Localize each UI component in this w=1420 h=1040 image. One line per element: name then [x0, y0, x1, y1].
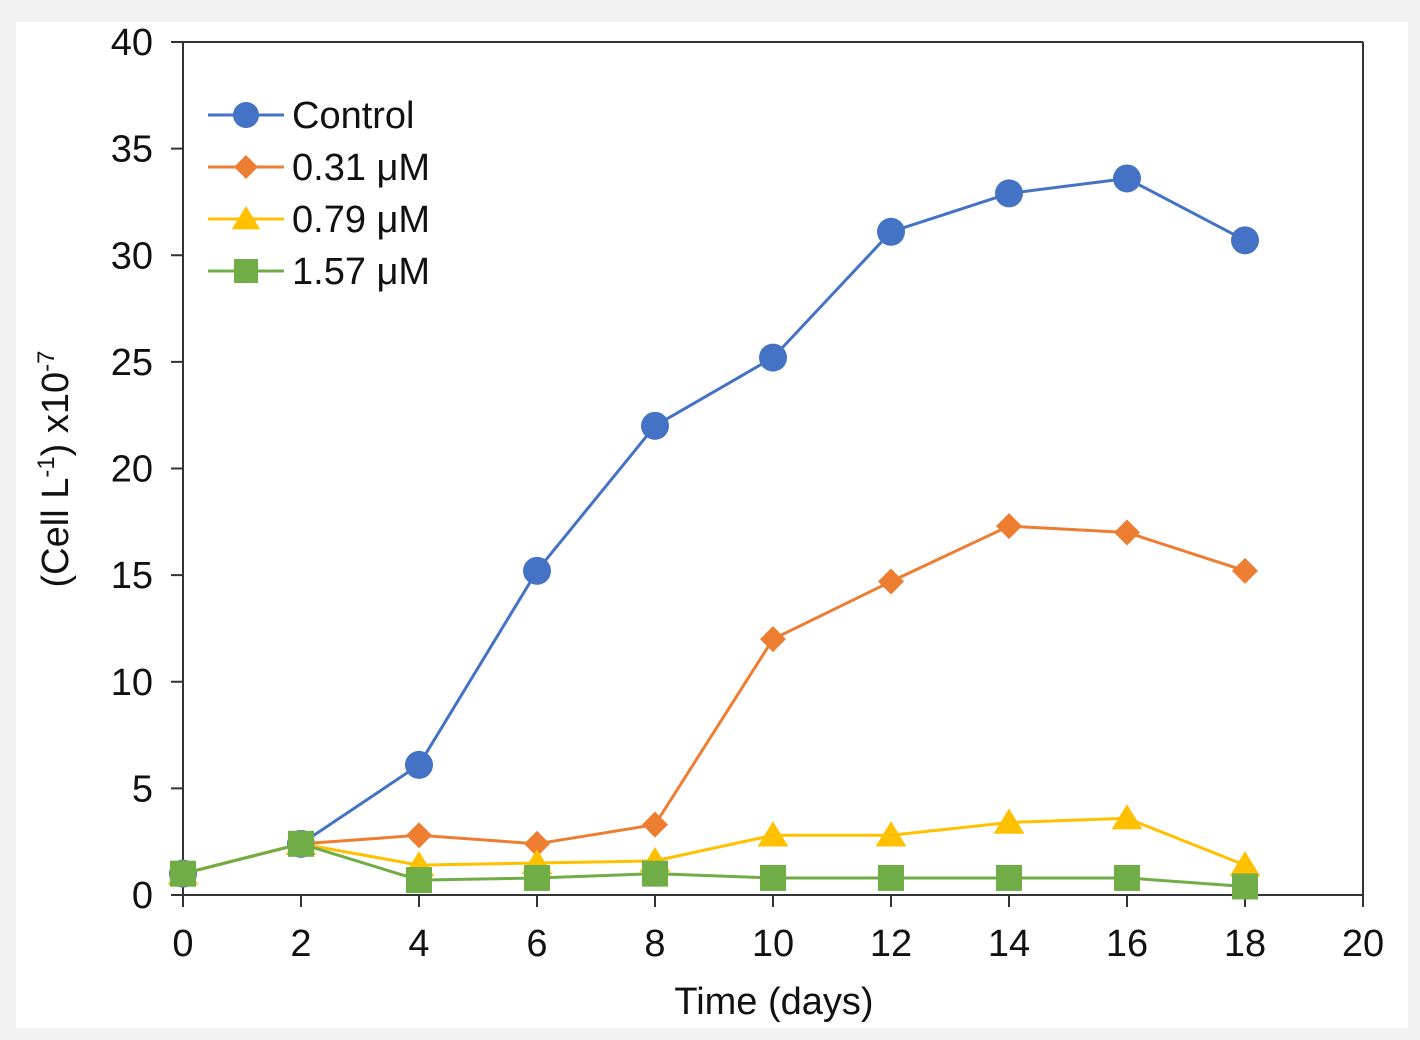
y-tick-label: 25: [111, 342, 153, 384]
x-tick-label: 0: [172, 923, 193, 965]
series-1-point: [1113, 164, 1141, 193]
y-tick-label: 15: [111, 555, 153, 597]
y-tick-label: 5: [132, 768, 153, 810]
legend-item-4-label: 1.57 μM: [292, 251, 430, 293]
series-4-point: [878, 864, 904, 891]
plot-background: [183, 42, 1363, 895]
series-1-point: [877, 217, 905, 246]
series-4-group: [170, 830, 1258, 900]
x-tick-label: 12: [870, 923, 912, 965]
y-tick-label: 0: [132, 875, 153, 917]
legend-item-1: Control: [208, 95, 415, 137]
series-4-point: [760, 864, 786, 891]
legend-item-4-marker: [234, 259, 258, 283]
series-2-point: [760, 626, 786, 653]
series-2-point: [406, 822, 432, 849]
y-axis-title-sup1: -1: [33, 456, 60, 477]
y-tick-label: 20: [111, 449, 153, 491]
series-2-point: [878, 568, 904, 595]
legend-item-4: 1.57 μM: [208, 251, 430, 293]
legend-item-3-label: 0.79 μM: [292, 199, 430, 241]
series-4-point: [642, 860, 668, 887]
series-3-point: [1111, 804, 1143, 830]
x-tick-label: 20: [1342, 923, 1384, 965]
x-axis-title: Time (days): [674, 981, 873, 1023]
series-3-point: [993, 808, 1025, 834]
legend: Control 0.31 μM 0.79 μM 1.57 μM: [208, 95, 430, 293]
series-4-point: [170, 860, 196, 887]
x-tick-label: 14: [988, 923, 1030, 965]
series-3-point: [875, 821, 907, 847]
legend-item-2-marker: [234, 155, 258, 179]
series-1-point: [759, 343, 787, 372]
series-3-line: [182, 816, 1246, 876]
legend-item-2: 0.31 μM: [208, 147, 430, 189]
y-axis-title-mid: ) x10: [35, 372, 77, 456]
x-tick-label: 8: [644, 923, 665, 965]
series-4-point: [996, 864, 1022, 891]
x-tick-label: 16: [1106, 923, 1148, 965]
x-tick-label: 10: [752, 923, 794, 965]
legend-item-3-marker: [231, 206, 261, 230]
y-axis-title-sup2: -7: [33, 351, 60, 372]
x-axis-ticks: 0 2 4 6 8 10 12 14 16 18 20: [172, 895, 1384, 965]
y-tick-label: 35: [111, 129, 153, 171]
y-tick-label: 10: [111, 662, 153, 704]
legend-item-1-marker: [233, 102, 259, 128]
plot-area: [182, 41, 1364, 896]
series-2-point: [1114, 519, 1140, 546]
series-1-point: [995, 179, 1023, 208]
y-tick-label: 30: [111, 235, 153, 277]
series-1-point: [523, 556, 551, 585]
y-axis-title-main: (Cell L: [35, 478, 77, 588]
legend-item-2-label: 0.31 μM: [292, 147, 430, 189]
series-layer: [167, 164, 1261, 900]
y-tick-label: 40: [111, 22, 153, 64]
series-2-point: [524, 830, 550, 857]
y-axis-title: (Cell L-1) x10-7: [33, 351, 77, 588]
legend-item-1-label: Control: [292, 95, 415, 137]
series-4-point: [524, 864, 550, 891]
series-2-point: [1232, 557, 1258, 584]
series-3-point: [1229, 851, 1261, 877]
series-2-point: [996, 513, 1022, 540]
series-1-point: [405, 750, 433, 779]
series-2-point: [642, 811, 668, 838]
x-tick-label: 4: [408, 923, 429, 965]
series-1-point: [641, 411, 669, 440]
series-2-line: [182, 524, 1246, 876]
series-3-point: [757, 821, 789, 847]
series-1-point: [1231, 226, 1259, 255]
x-tick-label: 2: [290, 923, 311, 965]
series-4-point: [1232, 873, 1258, 900]
series-4-point: [406, 867, 432, 894]
series-4-point: [1114, 864, 1140, 891]
series-4-line: [182, 842, 1246, 888]
series-4-point: [288, 830, 314, 857]
series-1-line: [182, 176, 1246, 876]
x-tick-label: 18: [1224, 923, 1266, 965]
legend-item-3: 0.79 μM: [208, 199, 430, 241]
x-tick-label: 6: [526, 923, 547, 965]
y-axis-ticks: 0 5 10 15 20 25 30 35 40: [111, 22, 183, 917]
